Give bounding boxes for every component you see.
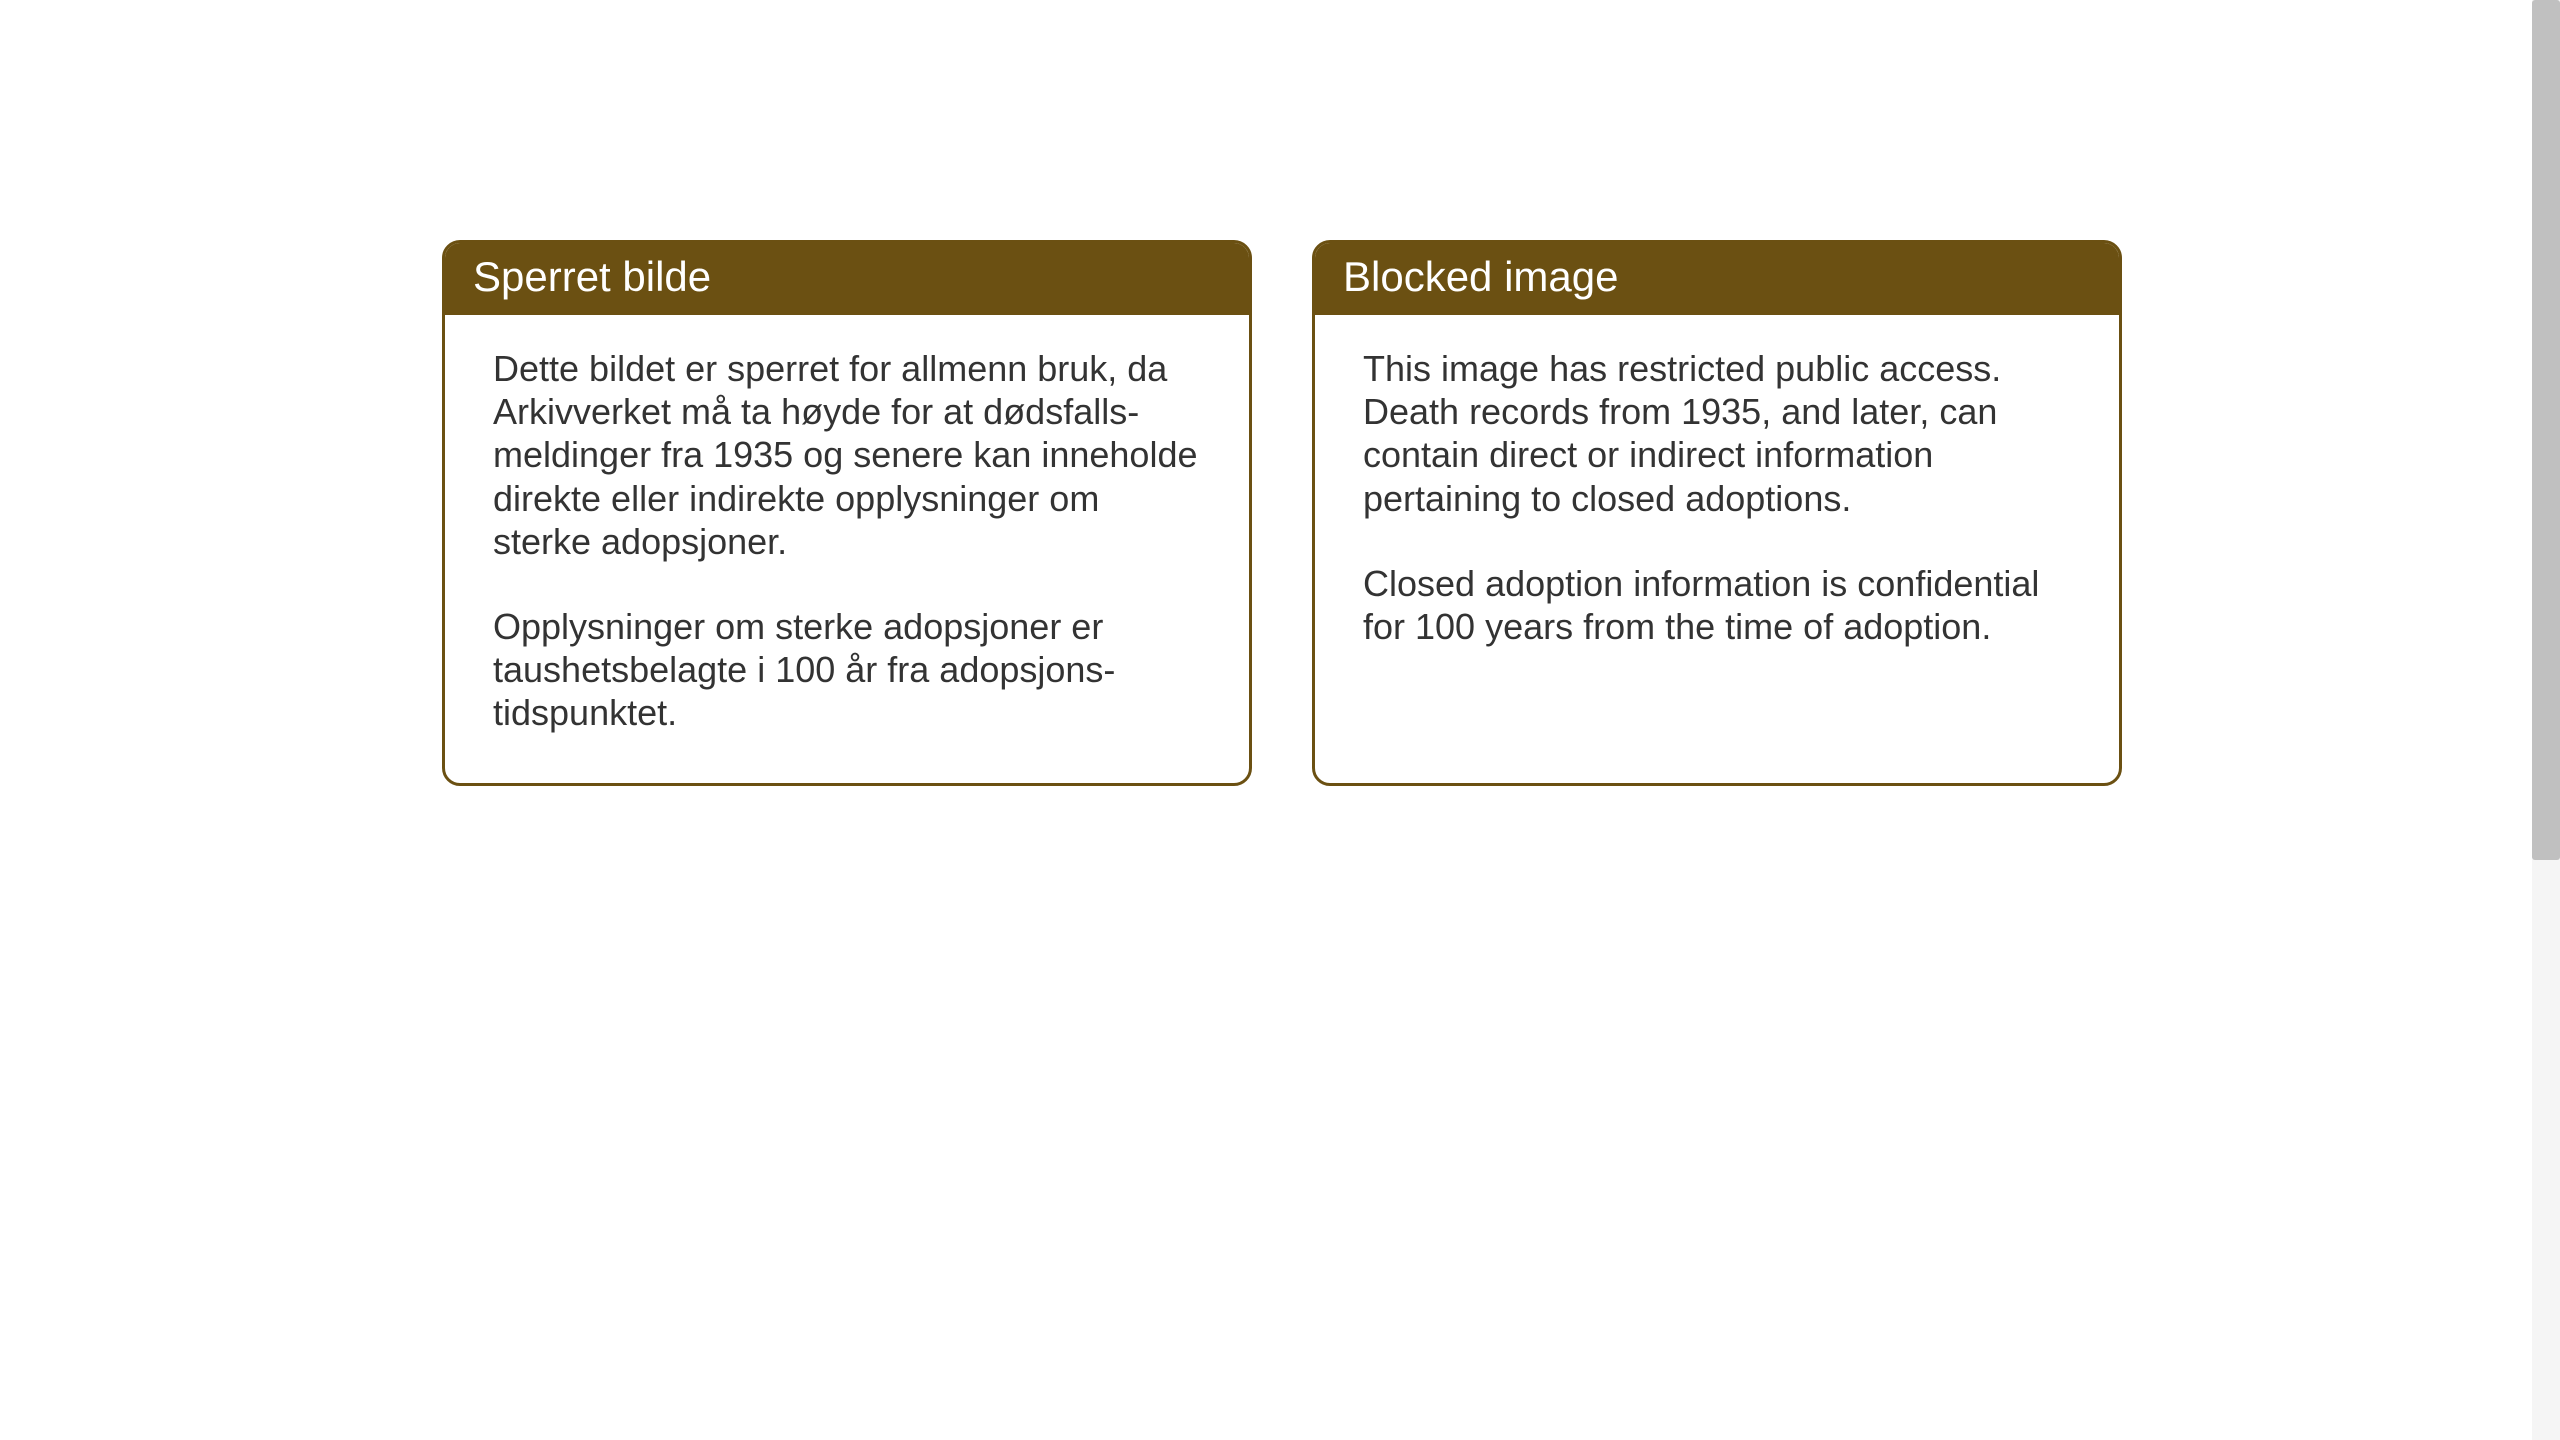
- notice-header-english: Blocked image: [1315, 243, 2119, 315]
- notice-paragraph-1-norwegian: Dette bildet er sperret for allmenn bruk…: [493, 347, 1201, 563]
- scrollbar-track[interactable]: [2532, 0, 2560, 1440]
- scrollbar-thumb[interactable]: [2532, 0, 2560, 860]
- notice-body-norwegian: Dette bildet er sperret for allmenn bruk…: [445, 315, 1249, 783]
- notice-header-norwegian: Sperret bilde: [445, 243, 1249, 315]
- notice-container: Sperret bilde Dette bildet er sperret fo…: [442, 240, 2122, 786]
- notice-paragraph-2-english: Closed adoption information is confident…: [1363, 562, 2071, 648]
- notice-paragraph-2-norwegian: Opplysninger om sterke adopsjoner er tau…: [493, 605, 1201, 735]
- notice-paragraph-1-english: This image has restricted public access.…: [1363, 347, 2071, 520]
- notice-box-norwegian: Sperret bilde Dette bildet er sperret fo…: [442, 240, 1252, 786]
- notice-box-english: Blocked image This image has restricted …: [1312, 240, 2122, 786]
- notice-body-english: This image has restricted public access.…: [1315, 315, 2119, 696]
